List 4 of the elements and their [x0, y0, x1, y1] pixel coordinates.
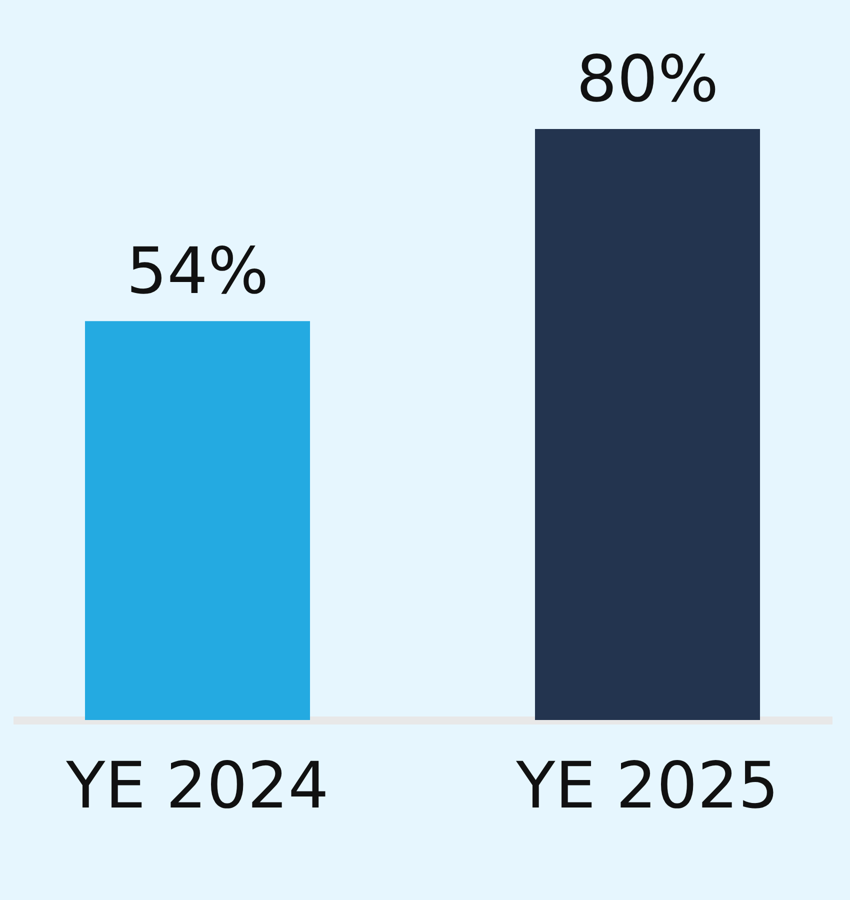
- x-tick-label: YE 2024: [65, 750, 329, 824]
- data-label: 80%: [576, 43, 719, 117]
- data-label: 54%: [126, 235, 269, 310]
- x-tick-label: YE 2025: [515, 750, 779, 824]
